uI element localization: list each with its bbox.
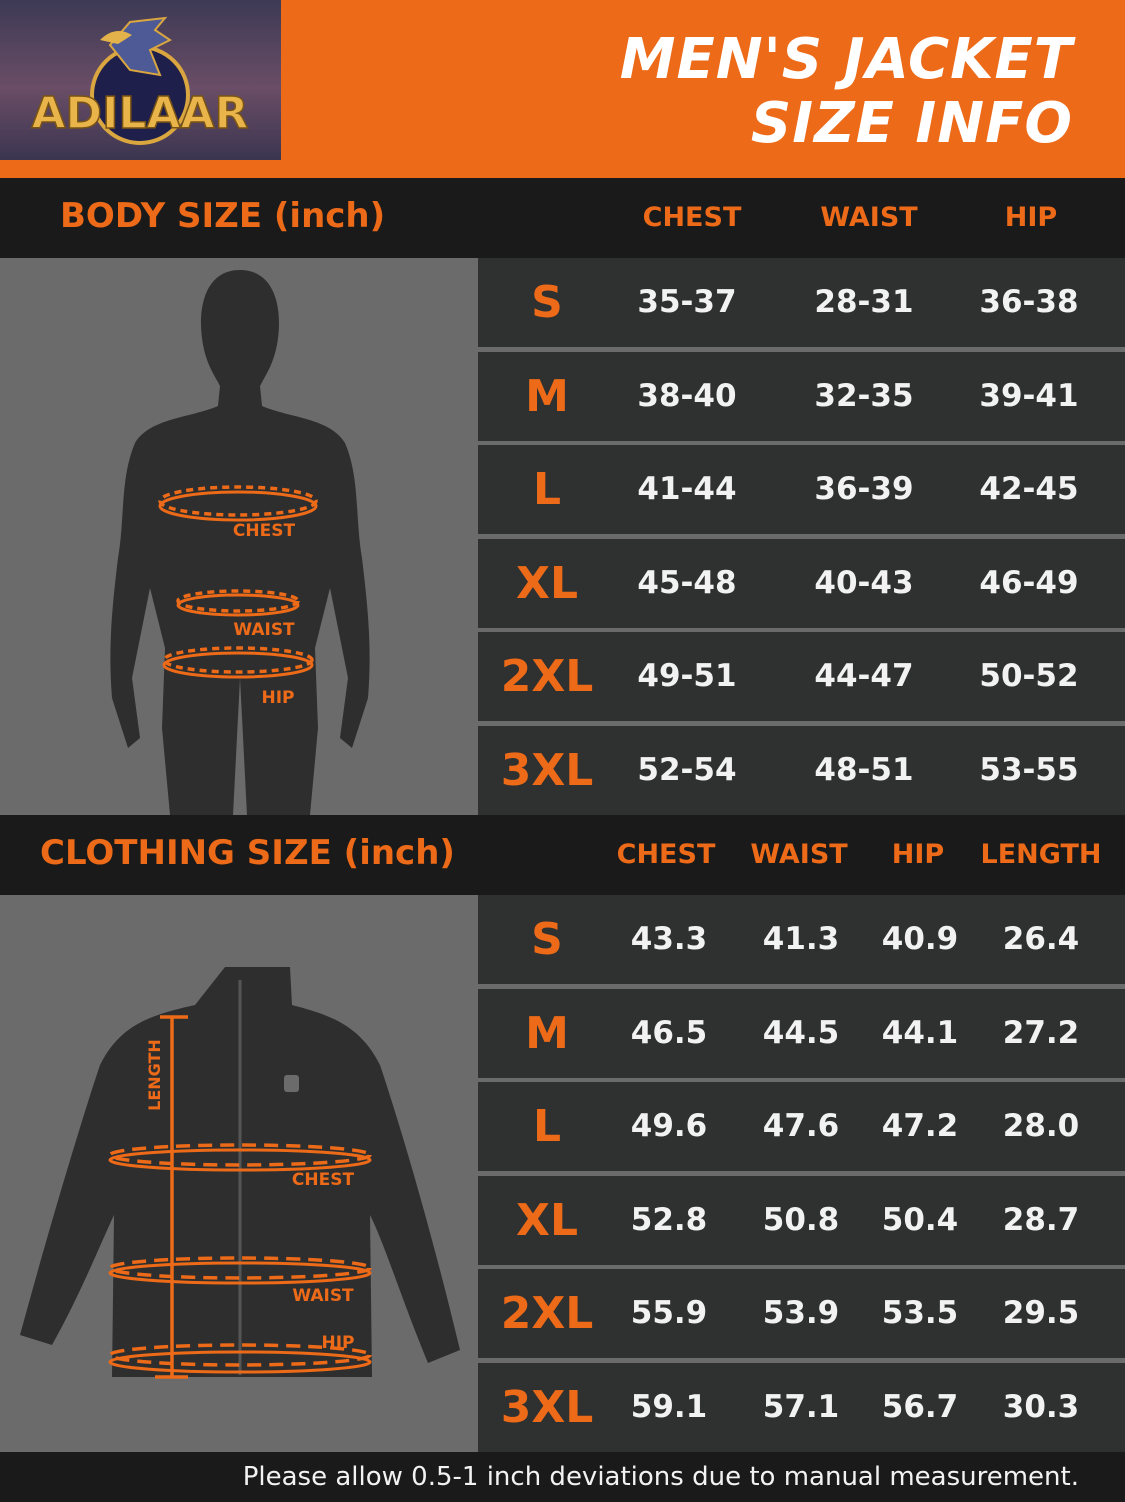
column-header: HIP — [891, 839, 945, 870]
measurement-cell: 46-49 — [979, 564, 1079, 601]
measurement-cell: 41-44 — [637, 471, 737, 507]
column-header: WAIST — [750, 839, 848, 870]
measurement-cell: 45-48 — [637, 564, 737, 601]
measurement-cell: 44.5 — [762, 1014, 840, 1051]
waist-figure-label: WAIST — [233, 620, 295, 640]
measurement-cell: 46.5 — [630, 1014, 708, 1051]
measurement-cell: 43.3 — [630, 921, 708, 957]
measurement-cell: 57.1 — [762, 1388, 840, 1425]
chest-figure-label: CHEST — [233, 521, 296, 541]
table-row: M 46.5 44.5 44.1 27.2 — [478, 988, 1125, 1078]
table-row: 3XL 52-54 48-51 53-55 — [478, 725, 1125, 815]
measurement-cell: 32-35 — [814, 377, 914, 414]
table-row: XL 45-48 40-43 46-49 — [478, 538, 1125, 628]
eagle-logo-icon: ADILAAR — [31, 16, 249, 145]
table-row: M 38-40 32-35 39-41 — [478, 351, 1125, 441]
hip-figure-label: HIP — [321, 1333, 354, 1353]
size-label: XL — [516, 557, 578, 609]
body-size-header: BODY SIZE (inch) CHEST WAIST HIP — [0, 178, 1125, 258]
measurement-cell: 47.2 — [881, 1108, 959, 1144]
measurement-cell: 28.7 — [1002, 1201, 1080, 1238]
measurement-cell: 56.7 — [881, 1388, 959, 1425]
measurement-cell: 29.5 — [1002, 1295, 1080, 1331]
measurement-cell: 52.8 — [630, 1201, 708, 1238]
column-header: CHEST — [642, 202, 742, 233]
measurement-cell: 41.3 — [762, 921, 840, 957]
page-title: MEN'S JACKET SIZE INFO — [619, 27, 1073, 156]
measurement-cell: 49-51 — [637, 658, 737, 694]
measurement-cell: 44-47 — [814, 658, 914, 694]
column-header: CHEST — [616, 839, 716, 870]
measurement-cell: 53.5 — [881, 1295, 959, 1331]
measurement-cell: 38-40 — [637, 377, 737, 414]
brand-logo: ADILAAR — [0, 0, 281, 160]
body-size-table: S 35-37 28-31 36-38 M 38-40 32-35 39-41 L 41-44 36… — [478, 258, 1125, 815]
measurement-cell: 42-45 — [979, 471, 1079, 507]
measurement-cell: 40.9 — [881, 921, 959, 957]
measurement-cell: 27.2 — [1002, 1014, 1080, 1051]
size-label: L — [532, 1101, 562, 1152]
table-row: 2XL 55.9 53.9 53.5 29.5 — [478, 1269, 1125, 1358]
svg-text:ADILAAR: ADILAAR — [32, 88, 249, 139]
measurement-cell: 28-31 — [814, 284, 914, 320]
measurement-cell: 36-39 — [814, 471, 914, 507]
measurement-cell: 55.9 — [630, 1295, 708, 1331]
size-label: L — [532, 464, 562, 515]
measurement-cell: 59.1 — [630, 1388, 708, 1425]
jacket-figure-panel: LENGTH CHEST WAIST HIP — [0, 895, 478, 1452]
measurement-cell: 44.1 — [881, 1014, 959, 1051]
table-row: L 41-44 36-39 42-45 — [478, 445, 1125, 534]
column-header: HIP — [1004, 202, 1058, 233]
size-label: M — [525, 370, 569, 422]
measurement-cell: 47.6 — [762, 1108, 840, 1144]
measurement-cell: 50.4 — [881, 1201, 959, 1238]
clothing-size-table: S 43.3 41.3 40.9 26.4 M 46.5 44.5 44.1 27.2 L 49.6 4… — [478, 895, 1125, 1452]
length-figure-label: LENGTH — [145, 1039, 164, 1111]
hip-figure-label: HIP — [261, 688, 294, 708]
table-row: S 43.3 41.3 40.9 26.4 — [478, 895, 1125, 984]
measurement-cell: 53.9 — [762, 1295, 840, 1331]
jacket-silhouette-icon: LENGTH CHEST WAIST HIP — [20, 967, 460, 1379]
chest-figure-label: CHEST — [292, 1170, 355, 1190]
waist-figure-label: WAIST — [292, 1286, 354, 1306]
measurement-cell: 36-38 — [979, 284, 1079, 320]
body-size-label: BODY SIZE (inch) — [60, 196, 386, 236]
clothing-size-header: CLOTHING SIZE (inch) CHEST WAIST HIP LEN… — [0, 815, 1125, 895]
measurement-cell: 50.8 — [762, 1201, 840, 1238]
measurement-cell: 35-37 — [637, 284, 737, 320]
clothing-size-label: CLOTHING SIZE (inch) — [40, 833, 455, 873]
title-banner: ADILAAR MEN'S JACKET SIZE INFO — [0, 0, 1125, 178]
measurement-cell: 52-54 — [637, 751, 737, 788]
measurement-cell: 28.0 — [1002, 1108, 1080, 1144]
size-label: M — [525, 1007, 569, 1059]
table-row: 2XL 49-51 44-47 50-52 — [478, 632, 1125, 721]
measurement-cell: 48-51 — [814, 751, 914, 788]
body-silhouette-icon: CHEST WAIST HIP — [110, 270, 370, 815]
measurement-cell: 26.4 — [1002, 921, 1080, 957]
measurement-cell: 40-43 — [814, 564, 914, 601]
table-row: S 35-37 28-31 36-38 — [478, 258, 1125, 347]
size-label: 3XL — [500, 1381, 594, 1433]
size-label: 2XL — [500, 651, 594, 702]
footer-note: Please allow 0.5-1 inch deviations due t… — [0, 1452, 1125, 1500]
column-header: LENGTH — [980, 839, 1102, 870]
size-label: S — [531, 914, 563, 965]
size-label: S — [531, 277, 563, 328]
size-label: 2XL — [500, 1288, 594, 1339]
size-label: 3XL — [500, 744, 594, 796]
table-row: 3XL 59.1 57.1 56.7 30.3 — [478, 1362, 1125, 1452]
size-label: XL — [516, 1194, 578, 1246]
measurement-cell: 30.3 — [1002, 1388, 1080, 1425]
table-row: XL 52.8 50.8 50.4 28.7 — [478, 1175, 1125, 1265]
body-figure-panel: CHEST WAIST HIP — [0, 258, 478, 815]
column-header: WAIST — [820, 202, 918, 233]
measurement-cell: 39-41 — [979, 377, 1079, 414]
measurement-cell: 50-52 — [979, 658, 1079, 694]
measurement-cell: 49.6 — [630, 1108, 708, 1144]
measurement-cell: 53-55 — [979, 751, 1079, 788]
table-row: L 49.6 47.6 47.2 28.0 — [478, 1082, 1125, 1171]
